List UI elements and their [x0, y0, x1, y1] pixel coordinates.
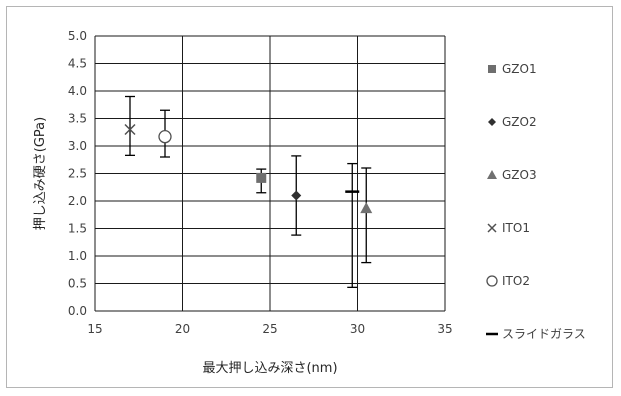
legend-label: スライドガラス — [502, 327, 586, 341]
x-tick-label: 35 — [437, 322, 452, 336]
x-tick-label: 25 — [262, 322, 277, 336]
legend-marker — [487, 170, 497, 179]
x-tick-label: 20 — [175, 322, 190, 336]
legend-label: GZO3 — [502, 168, 537, 182]
legend-label: ITO1 — [502, 221, 530, 235]
legend-marker — [486, 275, 498, 287]
legend-marker — [487, 223, 497, 233]
y-tick-label: 0.5 — [68, 277, 87, 291]
legend-label: GZO2 — [502, 115, 537, 129]
x-tick-label: 15 — [87, 322, 102, 336]
y-tick-label: 5.0 — [68, 29, 87, 43]
data-point — [256, 172, 267, 183]
chart-frame — [6, 6, 613, 388]
legend-label: GZO1 — [502, 62, 537, 76]
data-point — [291, 190, 302, 201]
x-tick-label: 30 — [350, 322, 365, 336]
data-point — [360, 202, 373, 214]
y-tick-label: 3.5 — [68, 112, 87, 126]
legend-marker — [488, 118, 496, 126]
data-point — [158, 129, 172, 144]
data-point — [124, 123, 136, 136]
legend-marker — [488, 65, 496, 73]
y-tick-label: 0.0 — [68, 304, 87, 318]
y-tick-label: 4.5 — [68, 57, 87, 71]
y-tick-label: 3.0 — [68, 139, 87, 153]
y-tick-label: 4.0 — [68, 84, 87, 98]
legend-label: ITO2 — [502, 274, 530, 288]
y-tick-label: 1.5 — [68, 222, 87, 236]
y-tick-label: 2.0 — [68, 194, 87, 208]
x-axis-title: 最大押し込み深さ(nm) — [202, 361, 337, 376]
y-tick-label: 1.0 — [68, 249, 87, 263]
y-tick-label: 2.5 — [68, 167, 87, 181]
y-axis-title: 押し込み硬さ(GPa) — [33, 117, 48, 230]
